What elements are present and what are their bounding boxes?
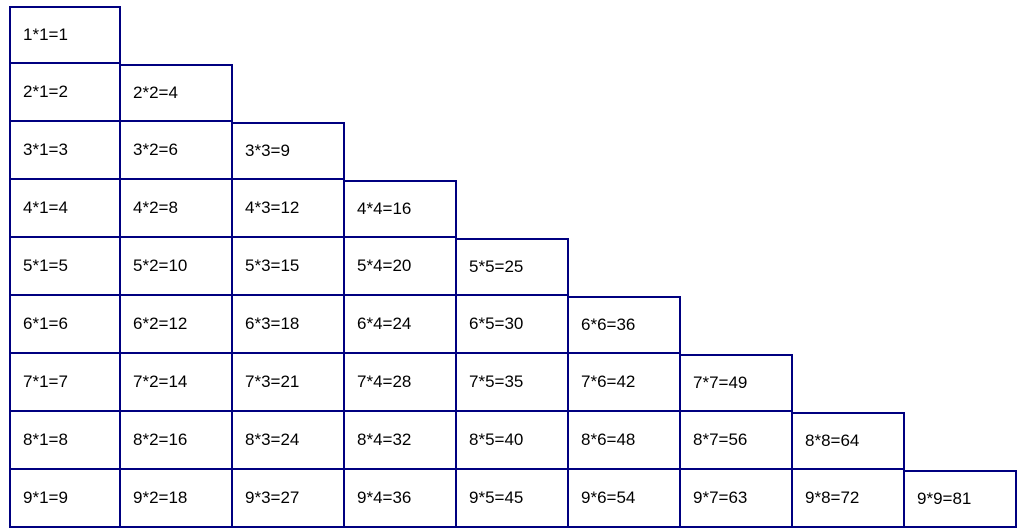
table-row: 8*1=88*2=168*3=248*4=328*5=408*6=488*7=5…: [9, 412, 1024, 470]
table-cell: 9*6=54: [569, 470, 681, 528]
table-row: 6*1=66*2=126*3=186*4=246*5=306*6=36: [9, 296, 1024, 354]
table-cell: 4*3=12: [233, 180, 345, 238]
table-cell: 4*1=4: [9, 180, 121, 238]
table-cell: 6*2=12: [121, 296, 233, 354]
table-cell: 4*4=16: [345, 180, 457, 238]
table-cell: 6*6=36: [569, 296, 681, 354]
table-cell: 5*3=15: [233, 238, 345, 296]
table-cell: 9*1=9: [9, 470, 121, 528]
table-row: 3*1=33*2=63*3=9: [9, 122, 1024, 180]
table-cell: 9*8=72: [793, 470, 905, 528]
table-cell: 6*3=18: [233, 296, 345, 354]
table-cell: 3*1=3: [9, 122, 121, 180]
table-row: 4*1=44*2=84*3=124*4=16: [9, 180, 1024, 238]
table-cell: 9*4=36: [345, 470, 457, 528]
table-cell: 3*2=6: [121, 122, 233, 180]
table-row: 7*1=77*2=147*3=217*4=287*5=357*6=427*7=4…: [9, 354, 1024, 412]
table-cell: 9*3=27: [233, 470, 345, 528]
table-cell: 7*7=49: [681, 354, 793, 412]
table-cell: 1*1=1: [9, 6, 121, 64]
table-cell: 8*3=24: [233, 412, 345, 470]
table-cell: 7*4=28: [345, 354, 457, 412]
table-cell: 7*3=21: [233, 354, 345, 412]
table-row: 2*1=22*2=4: [9, 64, 1024, 122]
table-cell: 6*1=6: [9, 296, 121, 354]
table-cell: 5*5=25: [457, 238, 569, 296]
table-cell: 8*7=56: [681, 412, 793, 470]
table-row: 1*1=1: [9, 6, 1024, 64]
table-cell: 5*4=20: [345, 238, 457, 296]
table-cell: 9*5=45: [457, 470, 569, 528]
table-cell: 8*6=48: [569, 412, 681, 470]
table-row: 9*1=99*2=189*3=279*4=369*5=459*6=549*7=6…: [9, 470, 1024, 528]
table-cell: 5*2=10: [121, 238, 233, 296]
table-cell: 5*1=5: [9, 238, 121, 296]
table-cell: 8*5=40: [457, 412, 569, 470]
table-cell: 8*4=32: [345, 412, 457, 470]
table-cell: 3*3=9: [233, 122, 345, 180]
table-cell: 2*1=2: [9, 64, 121, 122]
table-cell: 8*8=64: [793, 412, 905, 470]
multiplication-table: 1*1=12*1=22*2=43*1=33*2=63*3=94*1=44*2=8…: [0, 0, 1024, 532]
table-cell: 2*2=4: [121, 64, 233, 122]
table-cell: 6*5=30: [457, 296, 569, 354]
table-cell: 7*1=7: [9, 354, 121, 412]
table-cell: 8*1=8: [9, 412, 121, 470]
table-cell: 9*7=63: [681, 470, 793, 528]
table-cell: 8*2=16: [121, 412, 233, 470]
table-row: 5*1=55*2=105*3=155*4=205*5=25: [9, 238, 1024, 296]
table-cell: 7*5=35: [457, 354, 569, 412]
table-cell: 7*2=14: [121, 354, 233, 412]
table-cell: 9*2=18: [121, 470, 233, 528]
table-cell: 6*4=24: [345, 296, 457, 354]
table-cell: 9*9=81: [905, 470, 1017, 528]
table-cell: 7*6=42: [569, 354, 681, 412]
table-cell: 4*2=8: [121, 180, 233, 238]
